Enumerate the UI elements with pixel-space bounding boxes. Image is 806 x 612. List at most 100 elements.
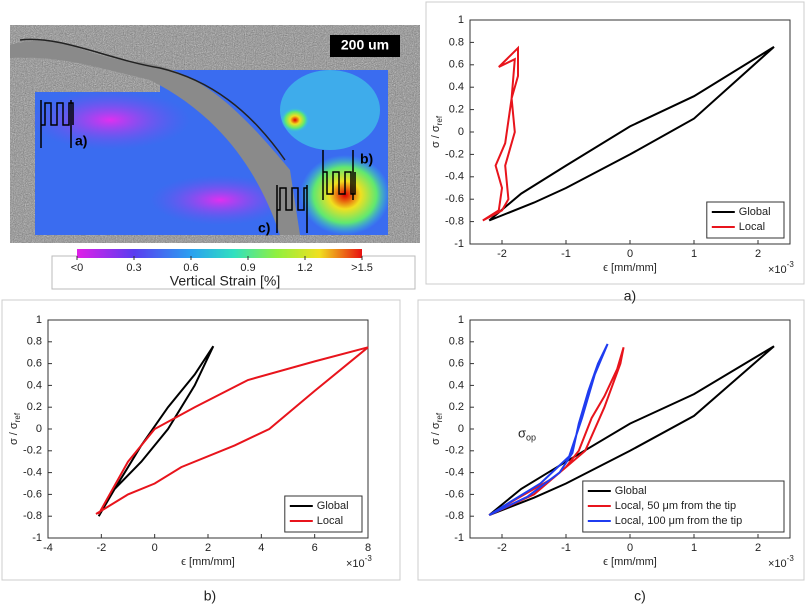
- annotation-text: σ: [518, 426, 526, 441]
- strain-map-image: 200 um a) b) c): [10, 25, 420, 243]
- colorbar: [77, 249, 362, 258]
- legend-label: Global: [615, 485, 647, 497]
- x-multiplier-base: ×10: [346, 558, 365, 570]
- colorbar-tick-label: 1.2: [297, 262, 312, 274]
- colorbar-tick-label: 0.9: [240, 262, 255, 274]
- gauge-symbol: [276, 185, 308, 233]
- x-axis-label: ϵ [mm/mm]: [603, 262, 657, 274]
- colorbar-tick-label: 0.6: [183, 262, 198, 274]
- y-tick-label: 0.8: [27, 336, 42, 348]
- y-tick-label: -0.8: [23, 510, 42, 522]
- y-tick-label: -1: [454, 532, 464, 544]
- scale-bar-box: [330, 35, 400, 57]
- legend-box: [284, 495, 363, 533]
- x-tick-label: -4: [43, 542, 53, 554]
- y-axis-label-sub: ref: [13, 412, 22, 422]
- data-line: [97, 345, 215, 517]
- gauge-symbol: [322, 150, 356, 200]
- y-tick-label: -0.4: [445, 467, 464, 479]
- y-axis-label-main: σ / σ: [8, 422, 20, 445]
- panel-frame: [425, 1, 805, 285]
- y-tick-label: -0.6: [445, 193, 464, 205]
- y-tick-label: -0.2: [445, 148, 464, 160]
- x-tick-label: -1: [561, 542, 571, 554]
- legend-box: [582, 480, 785, 533]
- legend-label: Local: [317, 515, 343, 527]
- x-tick-label: -2: [96, 542, 106, 554]
- legend-box: [706, 201, 785, 239]
- strain-blob: [150, 175, 290, 225]
- y-axis-label: σ / σref: [8, 412, 22, 445]
- y-tick-label: 1: [458, 314, 464, 326]
- y-axis-label-sub: ref: [435, 412, 444, 422]
- y-tick-label: -1: [454, 238, 464, 250]
- x-multiplier-exponent: -3: [365, 554, 373, 563]
- y-tick-label: 0: [458, 423, 464, 435]
- y-tick-label: 0.4: [449, 379, 464, 391]
- y-tick-label: -1: [32, 532, 42, 544]
- y-tick-label: -0.8: [445, 216, 464, 228]
- panel-caption: b): [204, 588, 216, 604]
- strain-hotspot: [281, 108, 309, 132]
- y-axis-label: σ / σref: [430, 115, 444, 148]
- crack-band: [10, 40, 300, 235]
- x-tick-label: 0: [152, 542, 158, 554]
- y-axis-label-main: σ / σ: [430, 125, 442, 148]
- gauge-symbol: [40, 100, 74, 148]
- data-line: [95, 346, 369, 515]
- x-tick-label: 1: [691, 542, 697, 554]
- y-tick-label: 0: [36, 423, 42, 435]
- x-axis-label: ϵ [mm/mm]: [603, 556, 657, 568]
- y-tick-label: 0.6: [27, 358, 42, 370]
- y-tick-label: -0.2: [23, 445, 42, 457]
- panel-caption: a): [624, 288, 636, 304]
- y-tick-label: -0.4: [445, 171, 464, 183]
- x-multiplier-base: ×10: [768, 558, 787, 570]
- data-line: [488, 343, 609, 517]
- data-line: [488, 345, 775, 517]
- x-multiplier-base: ×10: [768, 264, 787, 276]
- y-tick-label: 1: [36, 314, 42, 326]
- scale-bar-label: 200 um: [341, 37, 389, 53]
- x-tick-label: 2: [755, 248, 761, 260]
- y-tick-label: 0.2: [449, 401, 464, 413]
- x-tick-label: 4: [258, 542, 264, 554]
- strain-blob: [30, 90, 190, 150]
- x-tick-label: 2: [755, 542, 761, 554]
- region-label: a): [75, 133, 87, 149]
- y-tick-label: -0.6: [445, 488, 464, 500]
- x-tick-label: 8: [365, 542, 371, 554]
- y-tick-label: 0.4: [449, 81, 464, 93]
- panel-caption: c): [634, 588, 646, 604]
- legend-label: Global: [317, 500, 349, 512]
- y-tick-label: -0.8: [445, 510, 464, 522]
- y-tick-label: 0.4: [27, 379, 42, 391]
- region-label: c): [258, 220, 270, 236]
- x-tick-label: -2: [497, 542, 507, 554]
- strain-hotspot: [300, 155, 390, 235]
- y-tick-label: 0.6: [449, 358, 464, 370]
- x-tick-label: 2: [205, 542, 211, 554]
- y-tick-label: 0.2: [449, 104, 464, 116]
- y-tick-label: 0.8: [449, 36, 464, 48]
- y-axis-label: σ / σref: [430, 412, 444, 445]
- x-tick-label: -1: [561, 248, 571, 260]
- crack: [19, 38, 286, 161]
- colorbar-label: Vertical Strain [%]: [170, 273, 281, 289]
- x-multiplier-exponent: -3: [787, 554, 795, 563]
- x-tick-label: 1: [691, 248, 697, 260]
- x-tick-label: 6: [312, 542, 318, 554]
- x-tick-label: 0: [627, 542, 633, 554]
- annotation: σop: [518, 426, 536, 443]
- colorbar-frame: [51, 255, 416, 290]
- y-tick-label: 0.2: [27, 401, 42, 413]
- y-tick-label: 0: [458, 126, 464, 138]
- y-tick-label: -0.6: [23, 488, 42, 500]
- colorbar-tick-label: >1.5: [351, 262, 373, 274]
- annotation-sub: op: [526, 433, 536, 443]
- y-tick-label: 0.8: [449, 336, 464, 348]
- data-line: [488, 46, 775, 222]
- x-multiplier: ×10-3: [768, 554, 794, 570]
- y-tick-label: -0.2: [445, 445, 464, 457]
